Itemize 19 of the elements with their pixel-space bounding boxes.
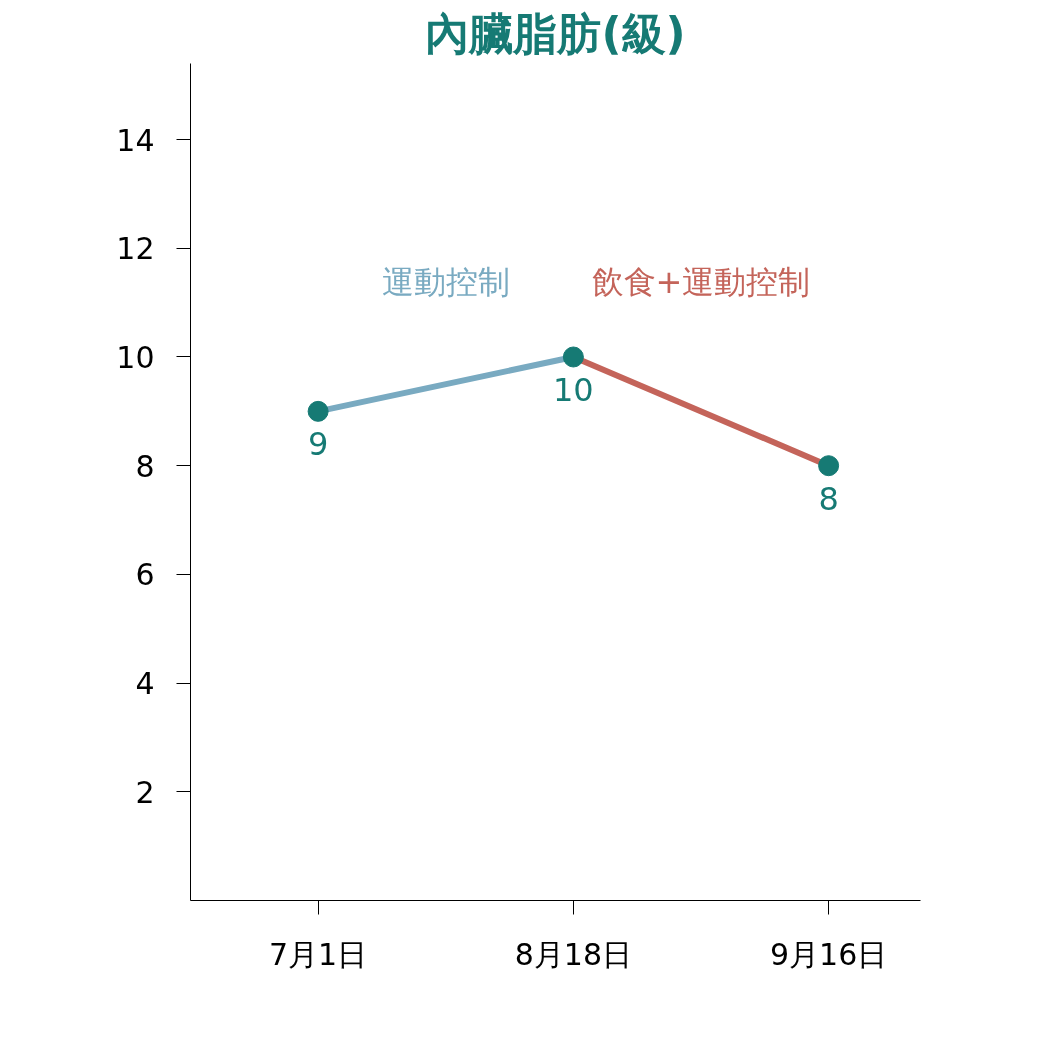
x-tick-label: 9月16日	[769, 936, 888, 972]
y-tick-label: 12	[116, 231, 155, 267]
x-tick-label: 8月18日	[514, 936, 632, 972]
data-label: 10	[553, 370, 594, 409]
y-tick-label: 10	[116, 339, 155, 375]
chart-title: 內臟脂肪(級)	[425, 7, 686, 59]
point	[562, 346, 584, 368]
y-tick-label: 8	[135, 448, 155, 484]
y-tick-label: 6	[135, 557, 155, 593]
y-tick-label: 2	[135, 774, 155, 810]
x-tick-label: 7月1日	[269, 936, 368, 972]
point	[307, 400, 329, 422]
data-label: 9	[307, 425, 329, 464]
text: 運動控制	[381, 262, 510, 301]
y-tick-label: 14	[116, 122, 155, 158]
data-label: 8	[818, 479, 839, 518]
y-tick-label: 4	[135, 666, 155, 702]
point	[818, 455, 840, 477]
series-label: 飲食+運動控制	[591, 262, 811, 301]
